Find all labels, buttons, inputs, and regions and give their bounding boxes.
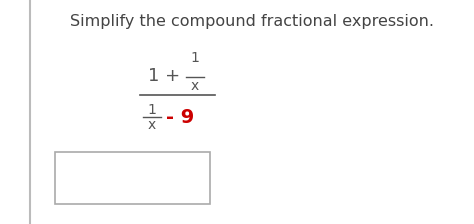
Text: Simplify the compound fractional expression.: Simplify the compound fractional express… <box>70 14 434 29</box>
Text: 1: 1 <box>191 51 200 65</box>
Bar <box>55 152 210 204</box>
Text: 1 +: 1 + <box>148 67 186 85</box>
Text: x: x <box>191 79 199 93</box>
Text: - 9: - 9 <box>166 108 194 127</box>
Text: x: x <box>148 118 156 132</box>
Text: 1: 1 <box>147 103 156 117</box>
